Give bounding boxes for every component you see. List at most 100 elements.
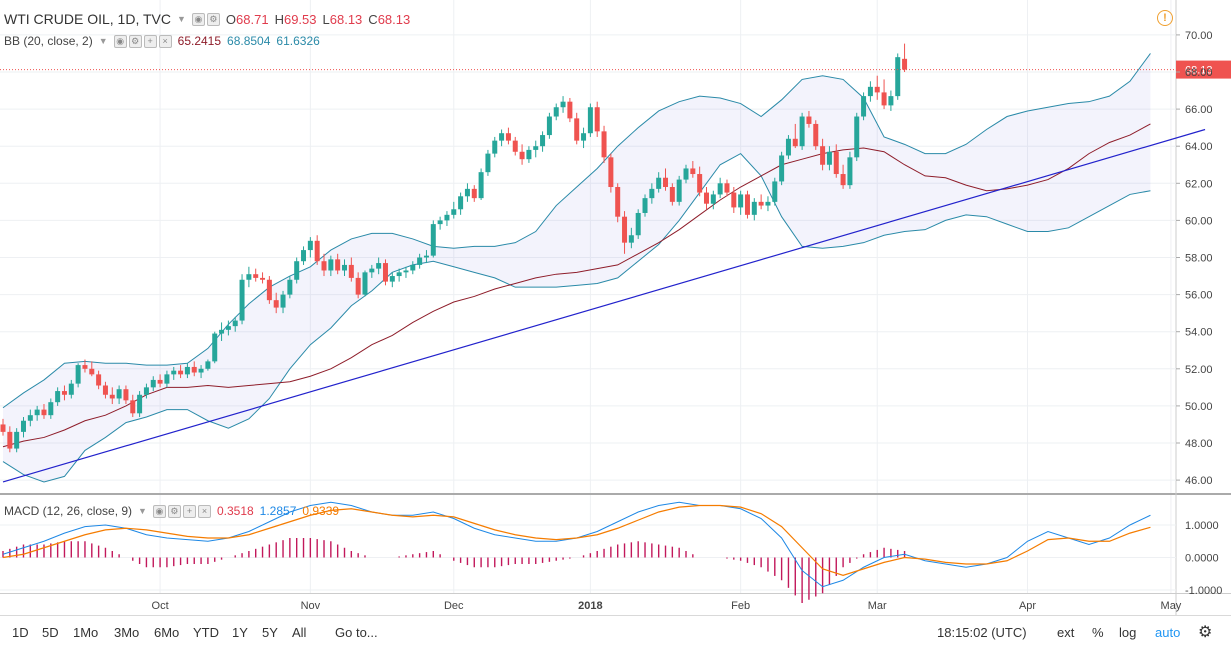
time-tick-label: May <box>1161 600 1182 612</box>
range-1y[interactable]: 1Y <box>232 625 248 640</box>
plus-icon[interactable]: + <box>182 504 196 518</box>
settings-gear-icon[interactable]: ⚙ <box>1198 624 1213 641</box>
candle-body <box>417 257 423 265</box>
price-chart[interactable]: 68.13 46.00 48.00 50.00 52.00 54.00 56.00 58.00… <box>0 0 1231 615</box>
price-tick-label: 56.00 <box>1185 290 1213 302</box>
percent-toggle[interactable]: % <box>1092 625 1104 640</box>
candle-body <box>246 274 252 280</box>
eye-icon[interactable]: ◉ <box>152 504 166 518</box>
candle-body <box>861 96 867 117</box>
candle-body <box>239 279 245 321</box>
candle-body <box>779 155 785 182</box>
candle-body <box>389 276 395 282</box>
range-1mo[interactable]: 1Mo <box>73 625 99 640</box>
time-tick-label: Dec <box>444 600 464 612</box>
ohlc-close: C68.13 <box>368 11 411 27</box>
ext-toggle[interactable]: ext <box>1057 625 1075 640</box>
candle-body <box>109 394 115 399</box>
price-tick-label: 66.00 <box>1185 104 1213 116</box>
range-6mo[interactable]: 6Mo <box>154 625 180 640</box>
gear-icon[interactable]: ⚙ <box>128 34 142 48</box>
candle-body <box>410 264 416 271</box>
macd-caret-icon[interactable]: ▼ <box>138 506 147 516</box>
bb-upper-line <box>2 53 1151 409</box>
candle-body <box>89 368 95 375</box>
candle-body <box>581 133 587 141</box>
candle-body <box>164 374 170 384</box>
candle-body <box>184 366 190 375</box>
candle-body <box>403 270 409 273</box>
close-icon[interactable]: × <box>197 504 211 518</box>
candle-body <box>683 168 689 180</box>
candle-body <box>744 194 750 215</box>
ohlc-high: H69.53 <box>274 11 317 27</box>
candle-body <box>20 420 26 432</box>
candle-body <box>130 400 136 414</box>
macd-tick-label: 0.0000 <box>1185 553 1219 565</box>
price-tick-label: 46.00 <box>1185 475 1213 487</box>
range-all[interactable]: All <box>292 625 307 640</box>
range-5d[interactable]: 5D <box>42 625 59 640</box>
macd-label[interactable]: MACD (12, 26, close, 9) <box>4 504 133 518</box>
candle-body <box>41 409 47 416</box>
candle-body <box>888 96 894 106</box>
price-tick-label: 70.00 <box>1185 30 1213 42</box>
candle-body <box>478 172 484 199</box>
range-5y[interactable]: 5Y <box>262 625 278 640</box>
goto-button[interactable]: Go to... <box>335 625 378 640</box>
price-tick-label: 64.00 <box>1185 141 1213 153</box>
candle-body <box>690 168 696 175</box>
candle-body <box>0 424 6 432</box>
price-tick-label: 54.00 <box>1185 327 1213 339</box>
gear-icon[interactable]: ⚙ <box>206 12 220 26</box>
auto-toggle[interactable]: auto <box>1155 625 1181 640</box>
candle-body <box>540 135 546 147</box>
candle-body <box>232 320 238 327</box>
candle-body <box>75 365 81 384</box>
bb-band-fill <box>3 53 1151 482</box>
candle-body <box>615 187 621 217</box>
candle-body <box>458 196 464 210</box>
candle-body <box>14 431 20 449</box>
candle-body <box>785 138 791 156</box>
time-tick-label: Nov <box>301 600 321 612</box>
eye-icon[interactable]: ◉ <box>113 34 127 48</box>
bb-label[interactable]: BB (20, close, 2) <box>4 34 93 48</box>
range-3mo[interactable]: 3Mo <box>114 625 140 640</box>
log-toggle[interactable]: log <box>1119 625 1137 640</box>
candle-body <box>833 151 839 175</box>
candle-body <box>116 389 122 399</box>
candle-body <box>266 279 272 301</box>
candle-body <box>840 174 846 186</box>
ohlc-low: L68.13 <box>322 11 363 27</box>
candle-body <box>697 174 703 193</box>
candle-body <box>150 379 156 388</box>
candle-body <box>423 255 429 258</box>
bb-caret-icon[interactable]: ▼ <box>98 36 108 46</box>
candle-body <box>61 391 67 395</box>
gear-icon[interactable]: ⚙ <box>167 504 181 518</box>
close-icon[interactable]: × <box>158 34 172 48</box>
candle-body <box>792 138 798 147</box>
range-ytd[interactable]: YTD <box>193 625 219 640</box>
symbol-caret-icon[interactable]: ▼ <box>176 14 186 24</box>
eye-icon[interactable]: ◉ <box>191 12 205 26</box>
candle-body <box>499 133 505 141</box>
candle-body <box>376 263 382 269</box>
range-1d[interactable]: 1D <box>12 625 29 640</box>
candle-body <box>772 181 778 202</box>
candle-body <box>622 216 628 243</box>
candle-body <box>806 116 812 124</box>
macd-signal-value: 0.9339 <box>302 504 340 518</box>
candle-body <box>724 183 730 193</box>
price-tick-label: 68.00 <box>1185 67 1213 79</box>
symbol-title[interactable]: WTI CRUDE OIL, 1D, TVC <box>4 11 171 27</box>
candle-body <box>102 385 108 395</box>
candle-body <box>48 402 54 416</box>
candle-body <box>307 240 313 251</box>
warning-icon[interactable]: ! <box>1157 10 1173 26</box>
candle-body <box>567 101 573 119</box>
candle-body <box>355 277 361 295</box>
candle-body <box>799 116 805 147</box>
plus-icon[interactable]: + <box>143 34 157 48</box>
